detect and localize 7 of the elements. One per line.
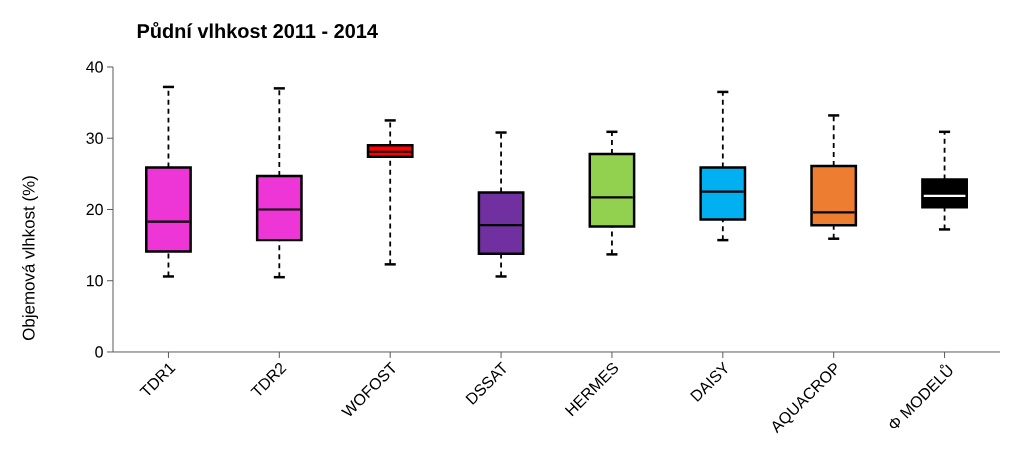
- y-tick-label: 40: [86, 61, 103, 73]
- y-tick-label: 0: [95, 346, 103, 358]
- y-tick-label: 20: [86, 203, 103, 216]
- y-tick-label: 30: [86, 132, 103, 144]
- y-axis-title: Objemová vlhkost (%): [22, 176, 39, 341]
- chart-title: Půdní vlhkost 2011 - 2014: [137, 21, 378, 39]
- y-tick-label: 10: [86, 275, 103, 287]
